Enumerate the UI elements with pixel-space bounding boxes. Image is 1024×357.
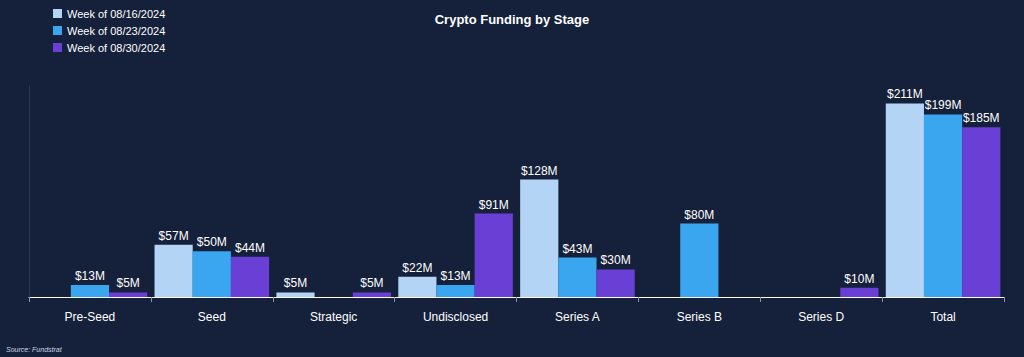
svg-text:$30M: $30M xyxy=(601,253,631,267)
svg-text:$10M: $10M xyxy=(844,272,874,286)
svg-text:$44M: $44M xyxy=(235,241,265,255)
svg-text:Crypto Funding by Stage: Crypto Funding by Stage xyxy=(435,12,590,27)
svg-text:$128M: $128M xyxy=(521,164,558,178)
svg-text:$199M: $199M xyxy=(925,98,962,112)
svg-text:$57M: $57M xyxy=(159,229,189,243)
svg-text:Series D: Series D xyxy=(798,310,844,324)
svg-text:Source: Fundstrat: Source: Fundstrat xyxy=(6,346,63,353)
svg-text:$50M: $50M xyxy=(197,235,227,249)
svg-text:$13M: $13M xyxy=(441,269,471,283)
svg-text:Seed: Seed xyxy=(198,310,226,324)
svg-text:$43M: $43M xyxy=(562,242,592,256)
svg-text:$211M: $211M xyxy=(887,87,923,101)
svg-text:$185M: $185M xyxy=(963,111,1000,125)
svg-text:Series A: Series A xyxy=(555,310,600,324)
svg-text:$91M: $91M xyxy=(479,198,509,212)
svg-text:Series B: Series B xyxy=(677,310,722,324)
svg-text:$22M: $22M xyxy=(402,261,432,275)
svg-text:Week of 08/23/2024: Week of 08/23/2024 xyxy=(67,25,165,37)
svg-text:$5M: $5M xyxy=(116,276,139,290)
svg-text:$5M: $5M xyxy=(360,276,383,290)
svg-text:$13M: $13M xyxy=(75,269,105,283)
svg-text:Week of 08/30/2024: Week of 08/30/2024 xyxy=(67,42,165,54)
svg-text:$5M: $5M xyxy=(284,276,307,290)
svg-text:$80M: $80M xyxy=(684,208,714,222)
svg-text:Total: Total xyxy=(930,310,955,324)
svg-text:Pre-Seed: Pre-Seed xyxy=(65,310,116,324)
svg-text:Undisclosed: Undisclosed xyxy=(423,310,488,324)
svg-text:Week of 08/16/2024: Week of 08/16/2024 xyxy=(67,8,165,20)
svg-text:Strategic: Strategic xyxy=(310,310,357,324)
